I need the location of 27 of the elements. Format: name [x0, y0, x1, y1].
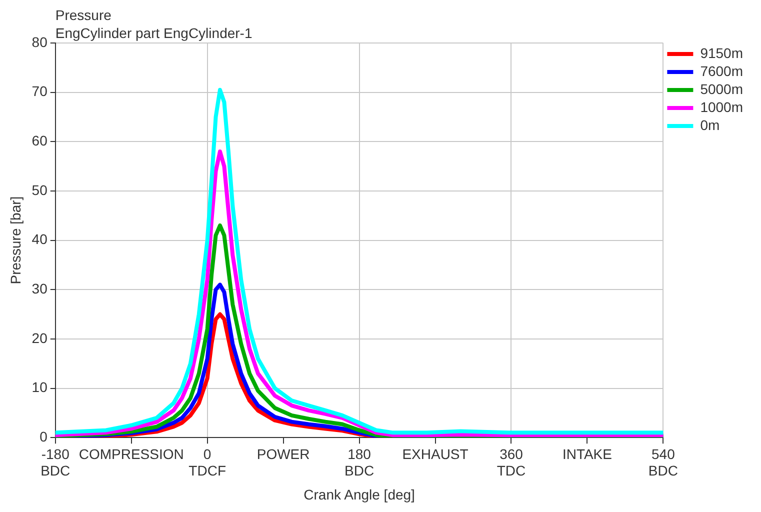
- legend-label: 7600m: [700, 62, 744, 79]
- legend-label: 0m: [700, 116, 720, 133]
- chart-subtitle: EngCylinder part EngCylinder-1: [55, 25, 252, 41]
- x-tick-label: EXHAUST: [402, 446, 469, 462]
- legend-label: 1000m: [700, 98, 744, 115]
- x-tick-label: INTAKE: [562, 446, 612, 462]
- x-tick-label: 360 TDC: [496, 446, 526, 479]
- y-tick-label: 20: [32, 330, 48, 346]
- y-tick-label: 60: [32, 132, 48, 149]
- x-tick-label: POWER: [256, 446, 310, 462]
- y-axis-title: Pressure [bar]: [7, 196, 24, 284]
- y-tick-label: 40: [32, 231, 48, 248]
- y-tick-label: 80: [32, 34, 48, 50]
- y-tick-label: 30: [32, 280, 48, 296]
- x-axis-title: Crank Angle [deg]: [304, 486, 415, 502]
- y-tick-label: 10: [32, 379, 48, 396]
- x-tick-label: COMPRESSION: [78, 446, 184, 462]
- chart-title: Pressure: [55, 7, 112, 23]
- x-tick-label: 0 TDCF: [188, 446, 226, 479]
- legend-label: 9150m: [700, 44, 744, 61]
- y-tick-label: 0: [40, 428, 48, 444]
- x-tick-label: 180 BDC: [344, 446, 374, 479]
- x-tick-label: -180 BDC: [40, 446, 70, 479]
- x-tick-label: 540 BDC: [648, 446, 678, 479]
- y-tick-label: 70: [32, 83, 48, 100]
- legend-label: 5000m: [700, 80, 744, 97]
- y-tick-label: 50: [32, 182, 48, 198]
